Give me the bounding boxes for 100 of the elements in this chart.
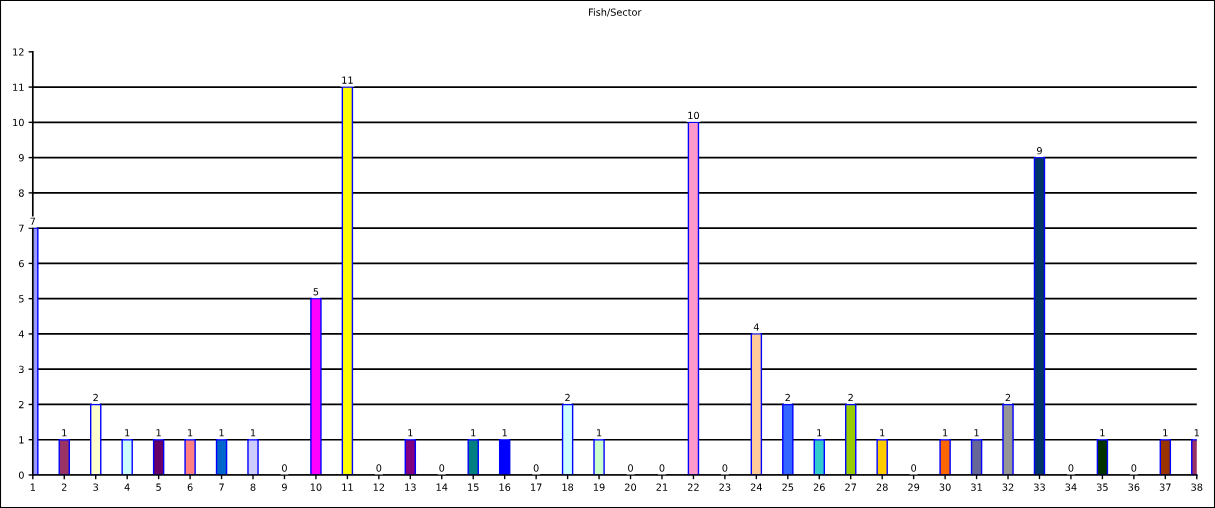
data-label: 0 — [376, 464, 382, 472]
y-tick-label: 11 — [13, 83, 24, 91]
data-label: 10 — [688, 111, 699, 120]
x-tick-label: 18 — [562, 483, 574, 491]
y-tick-label: 9 — [18, 154, 24, 162]
bar — [467, 439, 479, 475]
x-tick-label: 1 — [30, 483, 35, 491]
bar — [184, 439, 196, 475]
y-tick-label: 3 — [19, 365, 24, 374]
data-label: 1 — [408, 429, 413, 437]
y-tick-label: 0 — [18, 471, 24, 479]
bar — [1096, 439, 1109, 475]
y-tick-label: 12 — [13, 48, 24, 56]
bar — [121, 439, 133, 475]
x-tick-label: 22 — [687, 483, 699, 491]
bar — [247, 439, 259, 475]
x-tick-label: 12 — [373, 483, 385, 491]
bar — [58, 439, 70, 475]
data-label: 1 — [880, 429, 885, 437]
data-label: 2 — [848, 393, 853, 402]
data-label: 2 — [785, 393, 790, 402]
data-label: 0 — [533, 464, 539, 472]
x-tick-label: 26 — [813, 483, 825, 491]
x-tick-label: 31 — [971, 483, 982, 491]
data-label: 0 — [1068, 464, 1074, 472]
y-tick-label: 4 — [18, 330, 24, 338]
x-tick-label: 25 — [782, 483, 794, 491]
bar — [89, 403, 102, 475]
x-tick-label: 23 — [719, 483, 731, 491]
x-tick-label: 11 — [342, 483, 353, 491]
x-tick-label: 17 — [531, 483, 542, 491]
data-label: 0 — [911, 464, 917, 472]
x-tick-label: 38 — [1191, 483, 1203, 491]
x-tick-label: 30 — [939, 483, 951, 491]
y-tick-label: 1 — [19, 436, 24, 444]
bar — [939, 439, 951, 475]
data-label: 1 — [943, 429, 948, 437]
data-label: 1 — [502, 429, 507, 437]
bar — [498, 439, 511, 475]
data-label: 9 — [1037, 146, 1042, 155]
y-tick-label: 2 — [19, 400, 24, 409]
bar — [782, 403, 794, 475]
x-tick-label: 15 — [468, 483, 479, 491]
bar — [845, 403, 857, 475]
x-tick-label: 2 — [61, 483, 67, 491]
x-tick-label: 19 — [593, 483, 605, 491]
x-tick-label: 20 — [625, 483, 637, 491]
bar — [1159, 439, 1172, 475]
data-label: 1 — [974, 429, 979, 437]
bar — [215, 439, 228, 475]
x-tick-label: 28 — [876, 483, 888, 491]
x-tick-label: 8 — [250, 483, 256, 491]
data-label: 0 — [1131, 464, 1137, 472]
data-label: 7 — [30, 217, 36, 225]
y-tick-label: 8 — [18, 189, 24, 197]
data-label: 0 — [659, 464, 665, 472]
data-label: 1 — [250, 429, 256, 437]
x-tick-label: 16 — [499, 483, 511, 491]
data-label: 1 — [1100, 429, 1105, 437]
data-label: 1 — [471, 429, 476, 437]
bar — [970, 439, 983, 475]
x-tick-label: 14 — [436, 483, 448, 491]
bar — [341, 86, 354, 475]
data-label: 0 — [282, 464, 287, 472]
bar — [750, 333, 763, 475]
data-label: 11 — [342, 76, 353, 84]
x-tick-label: 33 — [1034, 483, 1045, 491]
bar — [593, 439, 605, 475]
bar — [404, 439, 417, 475]
bar — [561, 403, 574, 475]
bar — [687, 121, 700, 475]
chart-title: Fish/Sector — [589, 8, 642, 17]
data-label: 1 — [125, 429, 130, 437]
data-label: 1 — [597, 429, 602, 437]
data-label: 5 — [313, 288, 319, 296]
bar — [876, 439, 888, 475]
data-label: 1 — [62, 429, 67, 437]
data-label: 1 — [1194, 429, 1199, 437]
x-tick-label: 3 — [93, 483, 99, 491]
y-tick-label: 10 — [13, 118, 24, 127]
y-tick-label: 5 — [19, 295, 24, 303]
y-tick-label: 6 — [18, 259, 24, 268]
bar — [1002, 403, 1014, 475]
x-tick-label: 34 — [1065, 483, 1077, 491]
x-tick-label: 13 — [405, 483, 416, 491]
x-tick-label: 24 — [750, 483, 762, 491]
x-tick-label: 6 — [187, 483, 193, 491]
bar — [813, 439, 825, 475]
x-tick-label: 32 — [1002, 483, 1014, 491]
data-label: 0 — [722, 464, 728, 472]
y-tick-label: 7 — [19, 224, 24, 232]
x-tick-label: 5 — [156, 483, 161, 491]
x-tick-label: 37 — [1159, 483, 1171, 491]
x-tick-label: 36 — [1128, 483, 1140, 491]
data-label: 0 — [439, 464, 445, 472]
data-label: 0 — [628, 464, 633, 472]
bar — [152, 439, 165, 475]
data-label: 4 — [753, 323, 759, 331]
x-tick-label: 10 — [310, 483, 322, 491]
x-tick-label: 27 — [845, 483, 857, 491]
